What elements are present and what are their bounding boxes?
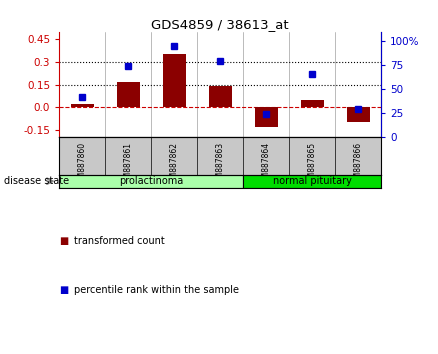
Text: percentile rank within the sample: percentile rank within the sample — [74, 285, 240, 295]
Text: GSM887865: GSM887865 — [307, 142, 317, 188]
Text: GSM887866: GSM887866 — [353, 142, 363, 188]
Text: prolactinoma: prolactinoma — [119, 176, 183, 186]
Bar — [117, 81, 140, 107]
Text: ■: ■ — [59, 285, 68, 295]
Text: GSM887860: GSM887860 — [78, 142, 87, 188]
Bar — [59, 175, 243, 188]
Text: GSM887862: GSM887862 — [170, 142, 179, 188]
Bar — [71, 104, 94, 107]
Text: ■: ■ — [59, 236, 68, 246]
Bar — [300, 99, 324, 107]
Bar — [243, 175, 381, 188]
Text: normal pituitary: normal pituitary — [272, 176, 352, 186]
Title: GDS4859 / 38613_at: GDS4859 / 38613_at — [151, 18, 289, 31]
Text: transformed count: transformed count — [74, 236, 165, 246]
Text: GSM887861: GSM887861 — [124, 142, 133, 188]
Text: disease state: disease state — [4, 176, 70, 186]
Text: GSM887864: GSM887864 — [261, 142, 271, 188]
Bar — [162, 55, 186, 107]
Bar — [346, 107, 370, 122]
Bar — [208, 86, 232, 107]
Text: GSM887863: GSM887863 — [215, 142, 225, 188]
Bar — [254, 107, 278, 127]
